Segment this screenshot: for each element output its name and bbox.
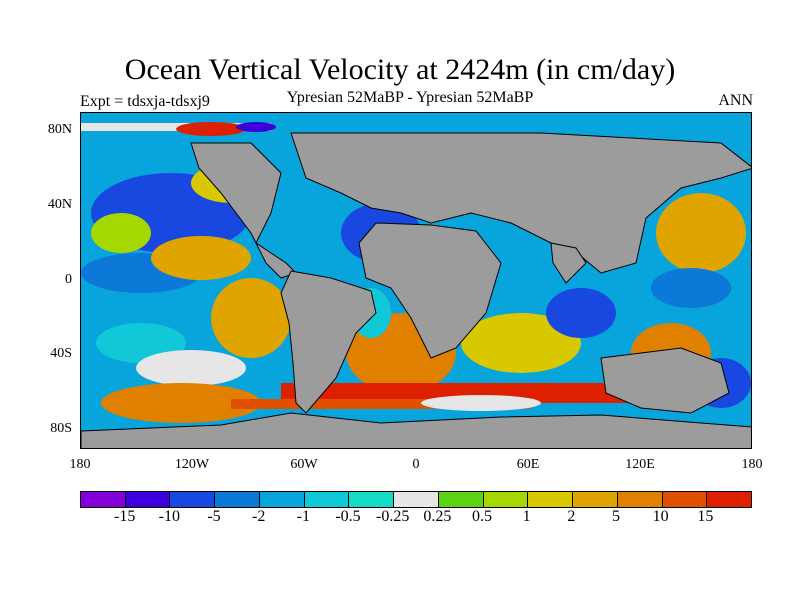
colorbar-swatch [304,492,350,507]
continent-australia [600,347,730,414]
lon-tick-120w: 120W [174,457,210,472]
colorbar-label: -15 [113,508,136,525]
continent-africa [358,222,502,359]
lon-tick-120e: 120E [625,457,655,472]
lat-tick-0: 0 [65,272,72,287]
colorbar-swatch [394,492,439,507]
colorbar-label: 5 [612,508,620,525]
continent-india [550,242,587,284]
colorbar-label: -10 [158,508,180,525]
continent-antarctica [81,412,751,448]
colorbar-swatch [662,492,708,507]
colorbar-label: 0.25 [423,508,452,525]
lon-tick-60w: 60W [290,457,318,472]
season-label: ANN [718,92,753,109]
colorbar-swatch [349,492,395,507]
lon-tick-180w: 180 [69,457,91,472]
colorbar-label: 0.5 [472,508,492,525]
lat-tick-40s: 40S [50,346,72,361]
lon-tick-180e: 180 [741,457,763,472]
colorbar-swatch [573,492,618,507]
land [81,132,751,448]
colorbar-swatch [215,492,260,507]
colorbar-swatch [170,492,216,507]
colorbar-label: 10 [652,508,669,525]
lat-tick-80s: 80S [50,421,72,436]
colorbar-swatch [81,492,126,507]
map-svg [81,113,751,448]
lat-tick-80n: 80N [47,122,72,137]
experiment-label: Expt = tdsxja-tdsxj9 [80,93,210,110]
colorbar-swatch [483,492,529,507]
colorbar-label: 15 [697,508,714,525]
colorbar-label: 1 [522,508,531,525]
lat-tick-40n: 40N [47,197,72,212]
colorbar-label: -1 [296,508,310,525]
colorbar-swatch [617,492,663,507]
colorbar-label: -0.25 [375,508,410,525]
lon-tick-0: 0 [412,457,420,472]
colorbar-swatch [125,492,171,507]
colorbar [80,491,752,508]
colorbar-label: 2 [567,508,576,525]
velocity-field [81,122,751,423]
period-label: Ypresian 52MaBP - Ypresian 52MaBP [286,89,534,106]
continent-south-america [280,270,377,414]
colorbar-label: -2 [251,508,266,525]
map-title: Ocean Vertical Velocity at 2424m (in cm/… [124,53,676,86]
colorbar-swatch [259,492,305,507]
colorbar-swatch [438,492,484,507]
lon-tick-60e: 60E [516,457,540,472]
map-plot [80,112,752,449]
colorbar-label: -0.5 [335,508,361,525]
colorbar-label: -5 [207,508,221,525]
colorbar-swatch [707,492,752,507]
colorbar-swatch [528,492,574,507]
